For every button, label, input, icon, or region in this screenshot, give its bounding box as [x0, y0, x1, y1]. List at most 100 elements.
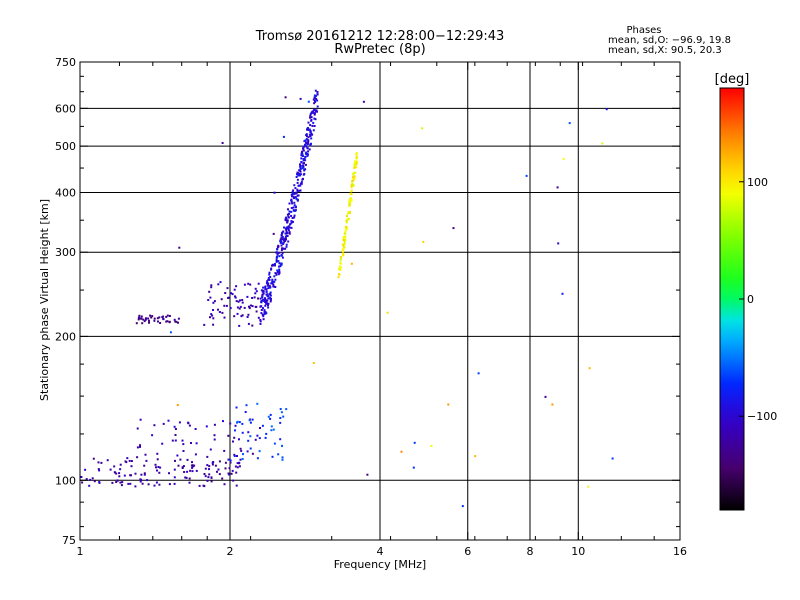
echo-point [247, 282, 250, 285]
echo-point [277, 453, 280, 456]
echo-point [186, 458, 189, 461]
echo-point [167, 419, 170, 422]
echo-point [280, 240, 283, 243]
echo-point [179, 458, 182, 461]
echo-point [296, 199, 299, 202]
echo-point [123, 474, 126, 477]
echo-point [264, 312, 267, 315]
echo-point [147, 483, 150, 486]
echo-point [241, 458, 244, 460]
echo-point [212, 461, 215, 463]
echo-point [313, 113, 316, 116]
echo-point [235, 406, 238, 409]
echo-point [243, 306, 246, 309]
echo-point [299, 167, 302, 170]
echo-point [293, 201, 296, 204]
echo-point [299, 165, 302, 167]
echo-point [158, 483, 161, 486]
echo-point [310, 111, 313, 114]
echo-point [149, 314, 152, 317]
echo-point [259, 297, 262, 300]
echo-point [266, 280, 269, 283]
echo-point [305, 145, 308, 148]
echo-point [276, 269, 279, 272]
echo-point [310, 137, 313, 140]
echo-point [281, 235, 284, 238]
echo-point [159, 322, 162, 324]
echo-point [298, 174, 301, 177]
echo-point [151, 315, 154, 318]
echo-point [158, 471, 161, 474]
echo-point [249, 447, 252, 450]
echo-point [308, 133, 311, 136]
echo-point [153, 319, 156, 322]
echo-point [307, 121, 310, 124]
echo-point [156, 317, 159, 320]
echo-point [353, 164, 356, 167]
echo-point [343, 242, 346, 245]
echo-point [174, 320, 177, 323]
echo-point [307, 136, 310, 139]
echo-point [309, 135, 312, 137]
echo-point [174, 428, 177, 430]
echo-point [238, 307, 241, 310]
echo-point [297, 172, 299, 175]
echo-point [339, 269, 341, 271]
echo-point [128, 459, 131, 462]
x-tick-label: 4 [377, 545, 384, 558]
echo-point [118, 475, 121, 478]
echo-point [213, 300, 216, 303]
echo-point [267, 297, 270, 300]
echo-point [156, 452, 159, 455]
echo-point [146, 479, 149, 482]
echo-point [210, 477, 213, 479]
echo-point [277, 244, 280, 247]
echo-point [265, 288, 268, 291]
echo-point [294, 205, 297, 208]
echo-point [412, 466, 415, 469]
echo-point [233, 288, 236, 291]
echo-point [255, 290, 258, 293]
echo-point [281, 456, 284, 459]
echo-point [264, 311, 267, 314]
echo-point [97, 461, 100, 464]
echo-point [229, 459, 232, 462]
echo-point [188, 424, 191, 427]
echo-point [276, 255, 279, 258]
echo-point [279, 263, 282, 266]
echo-point [262, 307, 264, 310]
echo-point [286, 220, 289, 223]
echo-point [207, 476, 210, 479]
echo-point [551, 403, 554, 406]
echo-point [345, 221, 348, 224]
echo-point [143, 464, 146, 467]
echo-point [181, 439, 184, 442]
echo-point [292, 189, 295, 192]
echo-point [525, 174, 528, 177]
echo-point [195, 469, 198, 472]
echo-point [241, 431, 244, 434]
y-axis-label: Stationary phase Virtual Height [km] [38, 199, 51, 401]
echo-point [182, 443, 185, 446]
echo-point [287, 229, 290, 232]
echo-point [282, 241, 285, 244]
echo-point [264, 436, 267, 439]
echo-point [288, 226, 291, 229]
echo-point [222, 420, 224, 423]
echo-point [208, 290, 211, 293]
echo-point [241, 299, 244, 301]
echo-point [353, 177, 356, 180]
echo-point [312, 121, 315, 124]
echo-point [143, 472, 146, 475]
echo-point [139, 418, 142, 421]
echo-point [349, 201, 352, 204]
echo-point [115, 472, 118, 475]
echo-point [299, 189, 302, 192]
echo-point [239, 458, 242, 461]
echo-point [344, 235, 347, 238]
echo-point [221, 477, 224, 480]
echo-point [249, 421, 252, 424]
phase-mean-o: mean, sd,O: −96.9, 19.8 [608, 35, 731, 46]
echo-point [145, 317, 147, 320]
echo-point [262, 318, 265, 321]
